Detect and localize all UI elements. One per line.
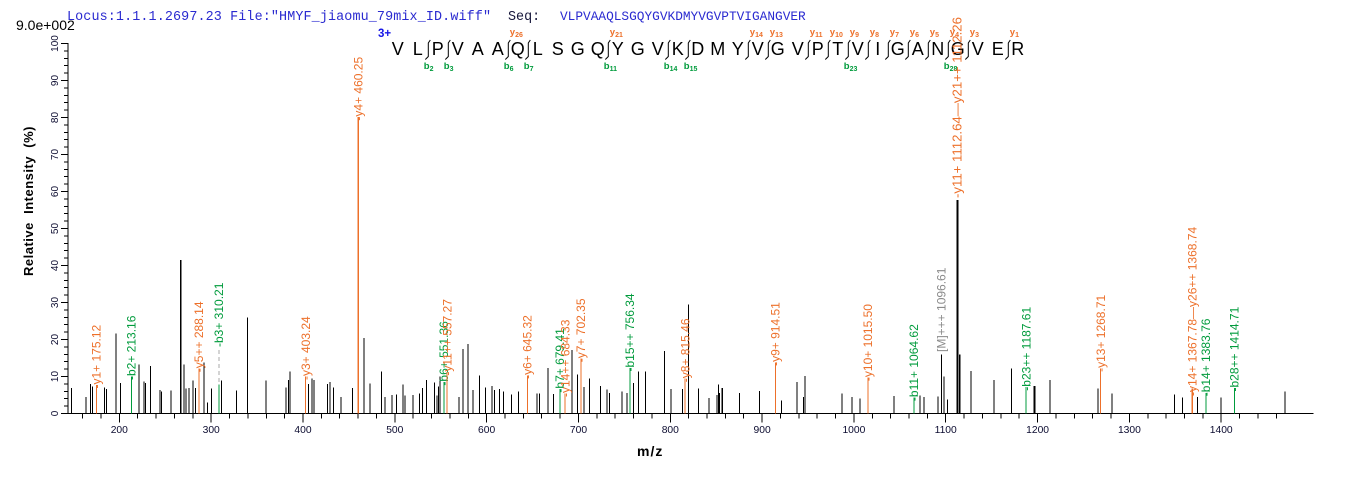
svg-text:-b2+ 213.16: -b2+ 213.16	[125, 315, 139, 380]
svg-text:3+: 3+	[378, 28, 391, 40]
svg-text:500: 500	[386, 425, 403, 436]
svg-text:V: V	[792, 39, 804, 59]
svg-text:-y14++ 684.33: -y14++ 684.33	[558, 319, 572, 397]
svg-text:A: A	[492, 39, 504, 59]
svg-text:90: 90	[50, 75, 61, 87]
svg-text:N: N	[931, 39, 944, 59]
svg-text:m/z: m/z	[637, 443, 663, 459]
svg-text:-b28++ 1414.71: -b28++ 1414.71	[1228, 306, 1242, 391]
svg-text:-y13+ 1268.71: -y13+ 1268.71	[1094, 295, 1108, 372]
svg-text:Y: Y	[612, 39, 624, 59]
svg-text:M: M	[710, 39, 725, 59]
svg-text:y4: y4	[950, 27, 959, 39]
svg-text:50: 50	[50, 223, 61, 235]
svg-text:A: A	[472, 39, 484, 59]
svg-text:-y6+ 645.32: -y6+ 645.32	[521, 315, 535, 379]
svg-text:R: R	[1011, 39, 1024, 59]
svg-text:1400: 1400	[1210, 425, 1233, 436]
svg-text:-y4+ 460.25: -y4+ 460.25	[351, 57, 365, 121]
svg-text:VLPVAAQLSGQYGVKDMYVGVPTVIGANGV: VLPVAAQLSGQYGVKDMYVGVPTVIGANGVER	[560, 9, 806, 24]
svg-text:b7: b7	[524, 61, 534, 73]
svg-text:20: 20	[50, 334, 61, 346]
svg-text:S: S	[552, 39, 564, 59]
svg-text:y8: y8	[870, 27, 879, 39]
svg-text:V: V	[392, 39, 404, 59]
svg-text:V: V	[452, 39, 464, 59]
svg-text:P: P	[812, 39, 824, 59]
svg-text:b6: b6	[504, 61, 514, 73]
svg-text:E: E	[992, 39, 1004, 59]
svg-text:0: 0	[50, 410, 61, 416]
svg-text:1200: 1200	[1026, 425, 1049, 436]
svg-text:I: I	[875, 39, 880, 59]
svg-text:L: L	[413, 39, 423, 59]
svg-text:-b15++ 756.34: -b15++ 756.34	[623, 293, 637, 371]
svg-text:Q: Q	[511, 39, 525, 59]
svg-text:Q: Q	[591, 39, 605, 59]
svg-text:1100: 1100	[935, 425, 957, 436]
svg-text:900: 900	[754, 425, 771, 436]
svg-text:10: 10	[50, 371, 61, 383]
svg-text:y6: y6	[910, 27, 919, 39]
svg-text:9.0e+002: 9.0e+002	[16, 17, 75, 33]
svg-text:Locus:1.1.1.2697.23 File:"HMYF: Locus:1.1.1.2697.23 File:"HMYF_jiaomu_79…	[67, 10, 491, 25]
svg-text:P: P	[432, 39, 444, 59]
svg-text:-y1+ 175.12: -y1+ 175.12	[90, 324, 104, 388]
svg-text:800: 800	[662, 425, 679, 436]
svg-text:K: K	[672, 39, 684, 59]
svg-text:A: A	[912, 39, 924, 59]
svg-text:-b14+ 1383.76: -b14+ 1383.76	[1199, 318, 1213, 396]
svg-text:b2: b2	[424, 61, 434, 73]
svg-text:-y11+ 1112.64—y21++ 1112.26: -y11+ 1112.64—y21++ 1112.26	[950, 17, 965, 198]
svg-text:y9: y9	[850, 27, 859, 39]
svg-text:Relative Intensity (%): Relative Intensity (%)	[21, 126, 36, 276]
svg-text:-b23++ 1187.61: -b23++ 1187.61	[1019, 307, 1033, 391]
svg-text:600: 600	[478, 425, 495, 436]
svg-text:L: L	[533, 39, 543, 59]
svg-text:60: 60	[50, 186, 61, 198]
svg-text:[M]+++ 1096.61: [M]+++ 1096.61	[935, 267, 949, 352]
svg-text:1300: 1300	[1118, 425, 1141, 436]
svg-text:V: V	[972, 39, 984, 59]
svg-text:-y10+ 1015.50: -y10+ 1015.50	[861, 304, 875, 381]
svg-text:b3: b3	[444, 61, 454, 73]
svg-text:V: V	[752, 39, 764, 59]
svg-text:Y: Y	[732, 39, 744, 59]
svg-text:y1: y1	[1010, 27, 1019, 39]
svg-text:-y5++ 288.14: -y5++ 288.14	[192, 301, 206, 372]
svg-text:G: G	[631, 39, 645, 59]
svg-text:G: G	[951, 39, 965, 59]
svg-text:100: 100	[50, 35, 61, 52]
svg-text:-b6+ 551.36: -b6+ 551.36	[437, 321, 451, 386]
svg-text:-b11+ 1064.62: -b11+ 1064.62	[907, 324, 921, 401]
svg-text:80: 80	[50, 112, 61, 124]
svg-text:G: G	[891, 39, 905, 59]
svg-text:-y3+ 403.24: -y3+ 403.24	[299, 316, 313, 380]
svg-text:-y11++ 557.27: -y11++ 557.27	[440, 299, 454, 376]
svg-text:y5: y5	[930, 27, 939, 39]
svg-text:G: G	[571, 39, 585, 59]
svg-text:30: 30	[50, 297, 61, 309]
svg-text:V: V	[652, 39, 664, 59]
svg-text:70: 70	[50, 149, 61, 161]
svg-text:T: T	[832, 39, 843, 59]
svg-text:-y14+ 1367.78—y26++ 1368.74: -y14+ 1367.78—y26++ 1368.74	[1185, 227, 1199, 396]
svg-text:700: 700	[570, 425, 587, 436]
svg-text:-y7+ 702.35: -y7+ 702.35	[574, 298, 588, 362]
svg-text:D: D	[691, 39, 704, 59]
svg-text:-b7+ 679.41: -b7+ 679.41	[553, 328, 567, 393]
svg-text:-b3+ 310.21: -b3+ 310.21	[212, 282, 226, 347]
svg-text:200: 200	[111, 425, 128, 436]
svg-text:Seq:: Seq:	[508, 10, 540, 25]
svg-text:40: 40	[50, 260, 61, 272]
svg-text:V: V	[852, 39, 864, 59]
svg-text:G: G	[771, 39, 785, 59]
svg-text:y3: y3	[970, 27, 979, 39]
svg-text:400: 400	[294, 425, 311, 436]
svg-text:300: 300	[203, 425, 220, 436]
svg-text:1000: 1000	[842, 425, 865, 436]
svg-text:y7: y7	[890, 27, 899, 39]
svg-text:-y9+ 914.51: -y9+ 914.51	[769, 302, 783, 366]
svg-text:-y8+ 815.46: -y8+ 815.46	[678, 318, 692, 382]
